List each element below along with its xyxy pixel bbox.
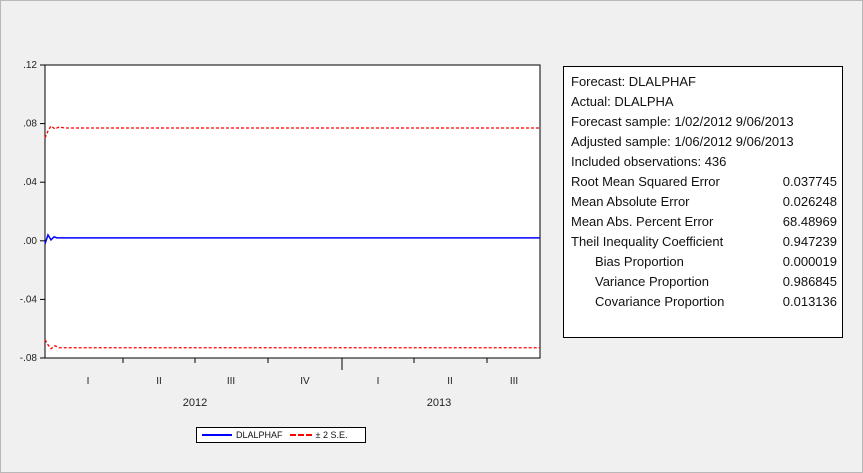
y-tick-label: .04 (23, 177, 37, 188)
x-tick-label: II (447, 376, 453, 387)
stat-label: Theil Inequality Coefficient (571, 234, 724, 249)
y-tick-label: -.08 (20, 353, 38, 364)
stat-label: Mean Absolute Error (571, 194, 690, 209)
legend-label-se: ± 2 S.E. (315, 430, 348, 440)
stat-row-bias-proportion: Bias Proportion 0.000019 (571, 252, 837, 272)
plot-area (44, 64, 541, 359)
stat-value: 0.037745 (782, 174, 837, 189)
included-observations-line: Included observations: 436 (571, 154, 727, 169)
y-tick-label: .08 (23, 119, 37, 130)
legend-swatch-se (289, 434, 312, 436)
stat-value: 0.947239 (782, 234, 837, 249)
stat-row-variance-proportion: Variance Proportion 0.986845 (571, 272, 837, 292)
stat-value: 0.026248 (782, 194, 837, 209)
stat-label: Root Mean Squared Error (571, 174, 720, 189)
x-tick-label: IV (300, 376, 310, 387)
actual-name-line: Actual: DLALPHA (571, 94, 674, 109)
stat-row-mae: Mean Absolute Error 0.026248 (571, 192, 837, 212)
x-tick-label: III (227, 376, 235, 387)
year-label: 2013 (427, 397, 451, 409)
se-lower-band-line (44, 339, 540, 350)
chart-legend: DLALPHAF ± 2 S.E. (196, 427, 366, 443)
forecast-series-line (44, 233, 540, 245)
x-tick-label: II (156, 376, 162, 387)
forecast-sample-line: Forecast sample: 1/02/2012 9/06/2013 (571, 114, 794, 129)
forecast-name-line: Forecast: DLALPHAF (571, 74, 696, 89)
y-tick-label: -.04 (20, 294, 38, 305)
x-tick-label: I (87, 376, 90, 387)
forecast-statistics-box: Forecast: DLALPHAF Actual: DLALPHA Forec… (563, 66, 843, 338)
stat-label: Variance Proportion (595, 274, 709, 289)
year-label: 2012 (183, 397, 207, 409)
y-tick-label: .00 (23, 236, 37, 247)
adjusted-sample-line: Adjusted sample: 1/06/2012 9/06/2013 (571, 134, 794, 149)
stat-label: Bias Proportion (595, 254, 684, 269)
x-tick-label: III (510, 376, 518, 387)
legend-swatch-forecast (202, 434, 232, 436)
stat-row-mape: Mean Abs. Percent Error 68.48969 (571, 212, 837, 232)
y-tick-label: .12 (23, 60, 37, 71)
stat-value: 68.48969 (782, 214, 837, 229)
se-upper-band-line (44, 125, 540, 139)
stat-row-rmse: Root Mean Squared Error 0.037745 (571, 172, 837, 192)
legend-label-forecast: DLALPHAF (236, 430, 283, 440)
stat-row-theil: Theil Inequality Coefficient 0.947239 (571, 232, 837, 252)
stat-row-covariance-proportion: Covariance Proportion 0.013136 (571, 292, 837, 312)
stat-value: 0.986845 (782, 274, 837, 289)
stat-label: Mean Abs. Percent Error (571, 214, 714, 229)
stat-value: 0.013136 (782, 294, 837, 309)
x-tick-label: I (377, 376, 380, 387)
stat-value: 0.000019 (782, 254, 837, 269)
stat-label: Covariance Proportion (595, 294, 725, 309)
